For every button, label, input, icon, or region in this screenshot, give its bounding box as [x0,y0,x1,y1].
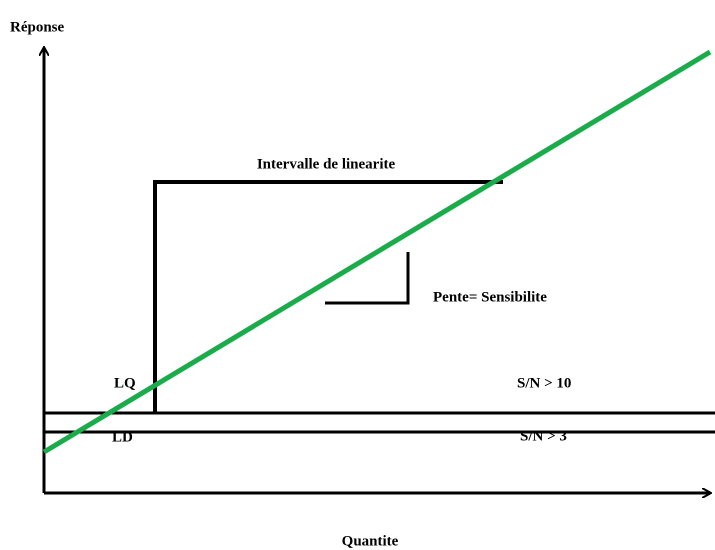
linearity-bracket [153,180,503,413]
slope-triangle [325,252,410,305]
x-axis-label: Quantite [342,533,399,549]
range-label: Intervalle de linearite [257,156,396,172]
sn-ld-label: S/N > 3 [520,428,567,444]
ld-label: LD [112,429,133,445]
slope-label: Pente= Sensibilite [433,289,547,305]
response-line [42,49,712,455]
lq-label: LQ [114,375,136,391]
y-axis-label: Réponse [10,19,65,35]
sn-lq-label: S/N > 10 [517,375,571,391]
